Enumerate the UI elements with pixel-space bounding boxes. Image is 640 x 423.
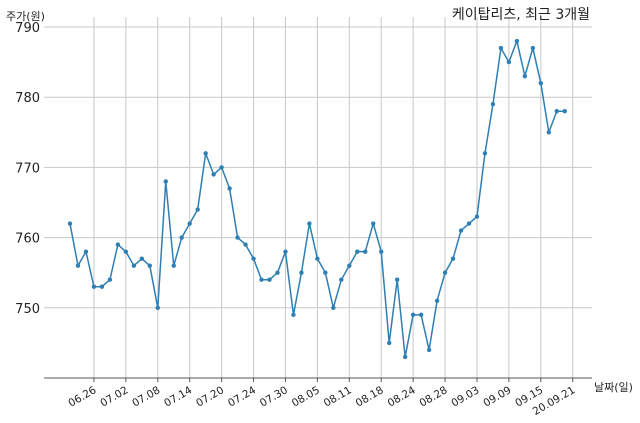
data-point xyxy=(315,256,320,261)
data-point xyxy=(203,151,208,156)
data-point xyxy=(227,186,232,191)
data-point xyxy=(498,45,504,51)
data-point xyxy=(490,102,496,107)
series-group xyxy=(67,38,567,360)
data-point xyxy=(530,45,536,51)
data-point xyxy=(147,263,152,268)
y-tick-label: 790 xyxy=(15,21,40,36)
y-tick-label: 750 xyxy=(15,302,40,317)
data-point xyxy=(155,305,160,310)
data-point xyxy=(363,249,368,254)
data-point xyxy=(402,354,408,360)
data-point xyxy=(442,270,448,275)
data-point xyxy=(506,59,512,65)
data-point xyxy=(307,221,312,226)
x-tick-label: 07.08 xyxy=(130,384,162,409)
x-tick-label: 07.02 xyxy=(98,384,130,409)
data-point xyxy=(139,256,145,261)
data-point xyxy=(323,270,328,275)
data-point xyxy=(259,277,264,282)
data-point xyxy=(91,284,97,289)
x-tick-label: 08.05 xyxy=(290,384,322,409)
data-point xyxy=(131,263,137,268)
data-point xyxy=(163,179,168,184)
data-point xyxy=(251,256,256,261)
data-point xyxy=(235,235,240,240)
data-point xyxy=(171,263,176,268)
data-point xyxy=(466,221,472,226)
x-tick-label: 06.26 xyxy=(66,384,98,410)
data-point xyxy=(554,109,559,114)
y-tick-label: 780 xyxy=(15,91,40,106)
data-point xyxy=(450,256,456,261)
x-tick-label: 09.03 xyxy=(449,384,481,409)
x-tick-label: 07.14 xyxy=(162,384,194,410)
grid-lines xyxy=(44,17,592,378)
data-point xyxy=(283,249,288,254)
data-point xyxy=(219,165,224,170)
data-point xyxy=(67,221,73,226)
data-point xyxy=(99,284,105,289)
data-point xyxy=(75,263,81,268)
data-point xyxy=(347,263,352,268)
x-tick-label: 08.28 xyxy=(418,384,450,409)
data-point xyxy=(410,312,416,318)
x-tick-label: 08.11 xyxy=(322,384,354,409)
data-point xyxy=(243,242,248,247)
data-point xyxy=(339,277,344,282)
tick-labels: 750 760 770 780 790 06.26 07.02 07.08 07.14 07.20… xyxy=(15,21,577,418)
data-point xyxy=(187,221,192,226)
data-point xyxy=(426,347,432,353)
data-point xyxy=(538,80,544,86)
data-point xyxy=(371,221,376,226)
data-point xyxy=(474,214,480,219)
data-point xyxy=(434,298,440,303)
data-point xyxy=(123,249,129,254)
data-point xyxy=(458,228,464,233)
data-point xyxy=(275,270,280,275)
data-point xyxy=(387,340,392,346)
data-point xyxy=(355,249,360,254)
x-tick-label: 08.18 xyxy=(354,384,386,409)
data-point xyxy=(211,172,216,177)
x-tick-label: 09.09 xyxy=(481,384,513,409)
x-tick-label: 07.24 xyxy=(226,384,258,410)
data-point xyxy=(195,207,200,212)
data-point xyxy=(115,242,121,247)
chart-title: 케이탑리츠, 최근 3개월 xyxy=(452,7,590,23)
data-point xyxy=(562,109,567,114)
y-axis-label: 주가(원) xyxy=(6,10,45,23)
data-point xyxy=(514,38,520,44)
y-tick-label: 770 xyxy=(15,161,40,176)
x-tick-label: 07.20 xyxy=(194,384,226,409)
data-point xyxy=(418,312,424,318)
y-tick-label: 760 xyxy=(15,232,40,247)
data-point xyxy=(179,235,184,240)
data-point xyxy=(83,249,89,254)
data-point xyxy=(546,130,551,135)
data-point xyxy=(107,277,113,282)
axes xyxy=(44,377,592,382)
x-tick-label: 08.24 xyxy=(386,384,418,410)
data-point xyxy=(379,249,384,254)
data-point xyxy=(299,270,304,275)
data-point xyxy=(291,312,296,318)
data-point xyxy=(482,151,488,156)
data-point xyxy=(522,73,528,79)
data-point xyxy=(331,305,336,310)
data-point xyxy=(267,277,272,282)
data-point xyxy=(394,277,400,282)
x-axis-label: 날짜(일) xyxy=(594,380,633,394)
x-tick-label: 07.30 xyxy=(258,384,290,409)
